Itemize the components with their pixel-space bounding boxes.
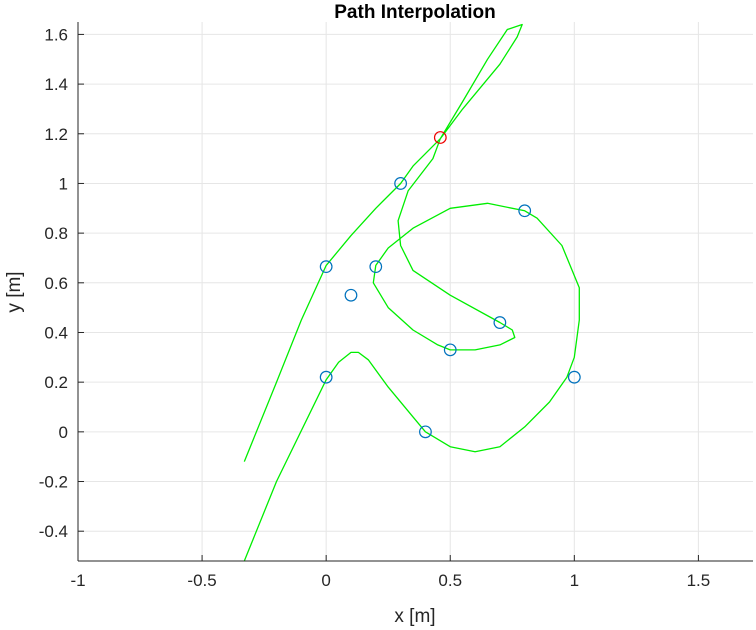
waypoint-marker: [344, 288, 358, 302]
waypoint-marker: [419, 425, 432, 439]
waypoint-marker: [567, 370, 581, 384]
y-tick-label: 1.6: [44, 25, 68, 44]
y-tick-label: 1.2: [44, 125, 68, 144]
x-tick-label: -0.5: [187, 571, 216, 590]
x-tick-label: -1: [70, 571, 85, 590]
y-axis-label: y [m]: [4, 271, 25, 312]
y-tick-label: -0.4: [39, 522, 68, 541]
x-tick-label: 1: [570, 571, 579, 590]
waypoint-marker: [369, 260, 383, 274]
plot-area: [243, 23, 581, 562]
waypoint-marker: [493, 316, 507, 329]
y-tick-label: -0.2: [39, 473, 68, 492]
waypoint-marker: [394, 177, 408, 190]
grid-lines: [77, 22, 753, 561]
waypoint-marker: [319, 370, 333, 384]
y-tick-label: 0.6: [44, 274, 68, 293]
y-tick-label: 0: [59, 423, 68, 442]
y-tick-label: 0.2: [44, 373, 68, 392]
interpolated-path-line: [243, 23, 580, 562]
x-tick-label: 0.5: [438, 571, 462, 590]
current-point-marker: [433, 131, 447, 144]
y-tick-label: 1.4: [44, 75, 68, 94]
x-tick-label: 0: [321, 571, 330, 590]
y-tick-label: 0.4: [44, 323, 68, 342]
waypoint-marker: [518, 204, 532, 218]
chart-title: Path Interpolation: [334, 2, 496, 23]
tick-labels: -1 -0.5 0 0.5 1 1.5 -0.4 -0.2 0 0.2 0.4 0.6 0.8 1 1.2 1…: [39, 25, 711, 590]
waypoint-marker: [443, 343, 457, 357]
y-tick-label: 0.8: [44, 224, 68, 243]
x-axis-label: x [m]: [394, 606, 435, 627]
x-tick-label: 1.5: [687, 571, 711, 590]
waypoint-marker: [319, 260, 333, 274]
axes: [77, 22, 753, 562]
y-tick-label: 1: [59, 174, 68, 193]
